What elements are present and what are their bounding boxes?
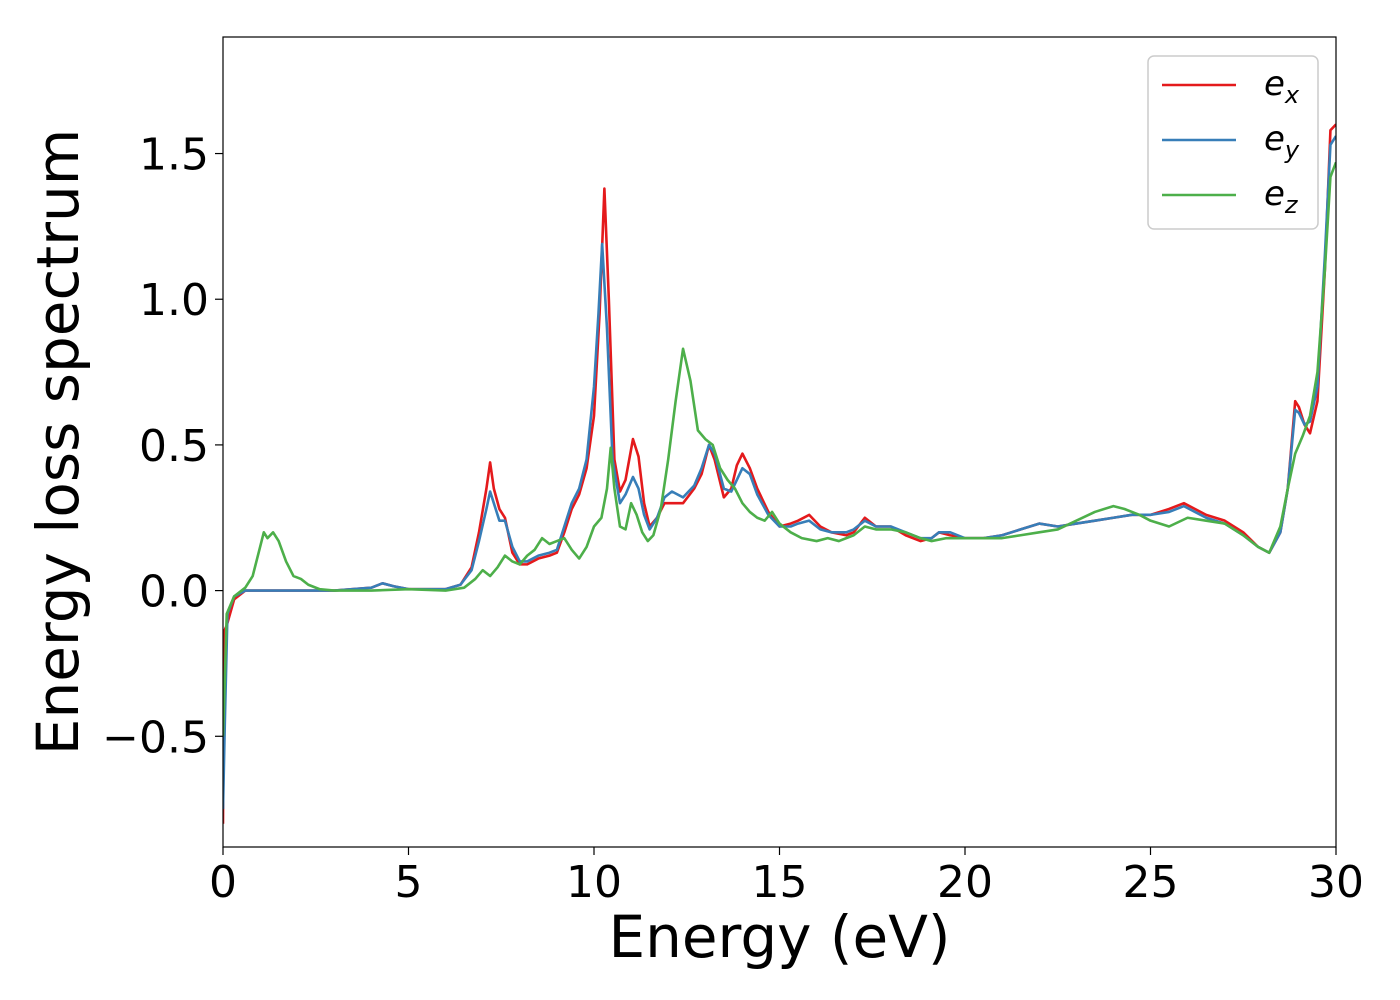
legend-label-y: ey (1264, 119, 1300, 164)
x-tick-label: 30 (1308, 857, 1364, 908)
y-axis-title: Energy loss spectrum (24, 129, 92, 755)
series-line-x (223, 123, 1336, 824)
y-axis: −0.5 0.0 0.5 1.0 1.5 (102, 130, 223, 763)
x-axis: 0 5 10 15 20 25 30 (209, 847, 1364, 908)
y-tick-label: 1.5 (139, 130, 209, 181)
x-tick-label: 0 (209, 857, 237, 908)
legend-box (1147, 55, 1319, 230)
y-tick-label: 1.0 (139, 275, 209, 326)
x-tick-label: 10 (566, 857, 622, 908)
x-axis-title: Energy (eV) (608, 903, 950, 971)
series-line-y (223, 135, 1336, 810)
y-tick-label: 0.5 (139, 421, 209, 472)
x-tick-label: 5 (395, 857, 423, 908)
x-tick-label: 15 (752, 857, 808, 908)
y-tick-label: −0.5 (102, 712, 209, 763)
series-layer (223, 123, 1336, 824)
legend-label-z: ez (1264, 174, 1299, 219)
legend-label-x: ex (1264, 64, 1300, 109)
x-tick-label: 25 (1123, 857, 1179, 908)
legend: ex ey ez (1147, 55, 1319, 230)
y-tick-label: 0.0 (139, 567, 209, 618)
series-line-z (223, 161, 1336, 737)
x-tick-label: 20 (937, 857, 993, 908)
